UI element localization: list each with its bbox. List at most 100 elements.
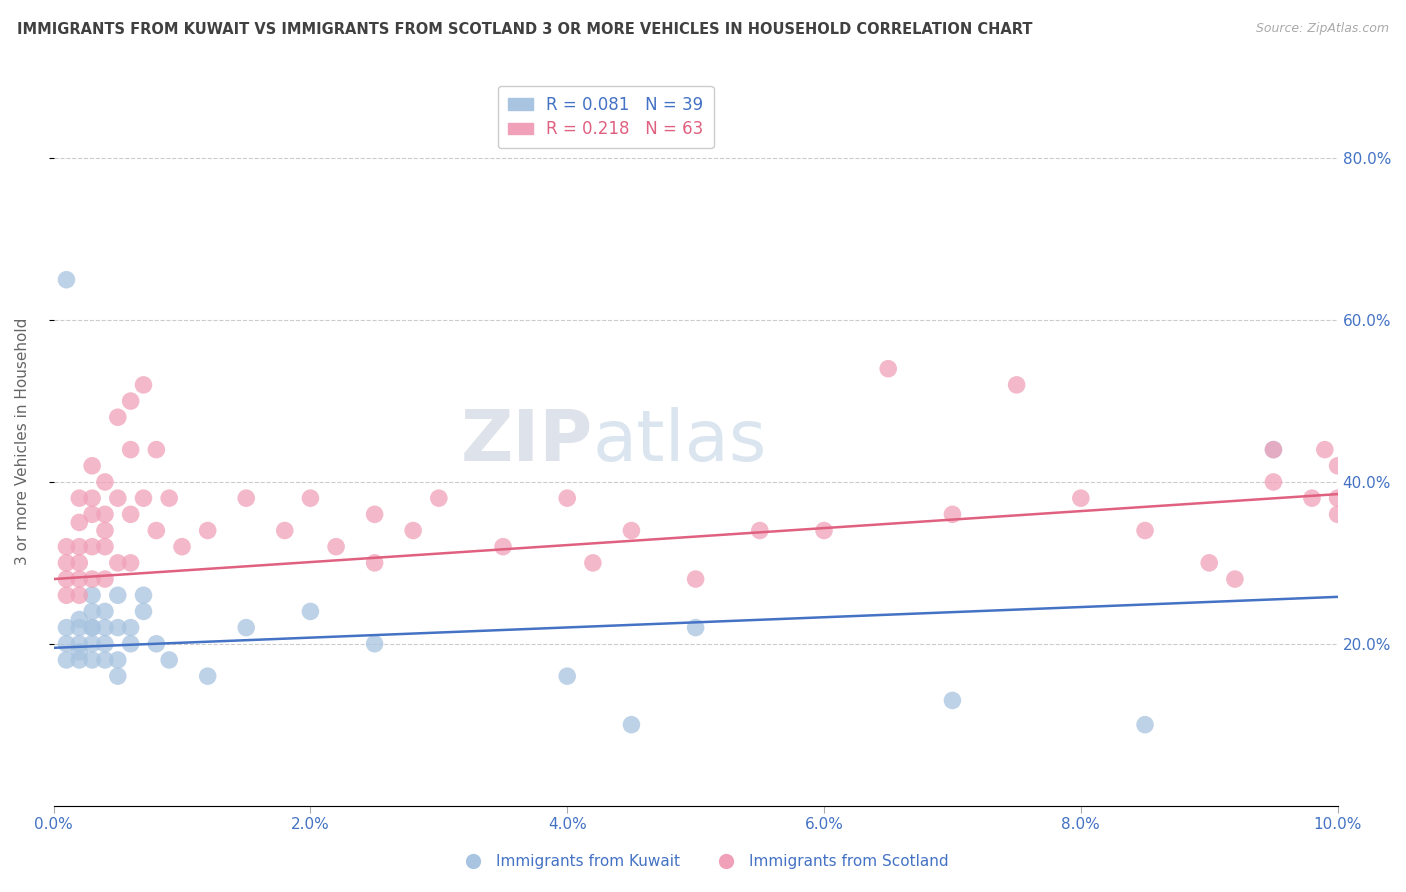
Point bbox=[170, 540, 193, 554]
Point bbox=[67, 556, 90, 570]
Point bbox=[55, 653, 77, 667]
Point bbox=[1005, 377, 1028, 392]
Point bbox=[1070, 491, 1092, 505]
Point bbox=[82, 604, 104, 618]
Point bbox=[877, 361, 900, 376]
Text: atlas: atlas bbox=[593, 407, 768, 476]
Point bbox=[94, 508, 117, 522]
Point bbox=[132, 588, 155, 602]
Point bbox=[120, 508, 142, 522]
Point bbox=[299, 604, 322, 618]
Point bbox=[94, 572, 117, 586]
Point bbox=[813, 524, 835, 538]
Text: ZIP: ZIP bbox=[461, 407, 593, 476]
Point bbox=[197, 669, 219, 683]
Point bbox=[82, 491, 104, 505]
Point bbox=[107, 653, 129, 667]
Point bbox=[67, 572, 90, 586]
Point bbox=[274, 524, 297, 538]
Point bbox=[55, 621, 77, 635]
Point bbox=[157, 491, 180, 505]
Point bbox=[55, 637, 77, 651]
Point bbox=[107, 588, 129, 602]
Point bbox=[748, 524, 770, 538]
Text: Source: ZipAtlas.com: Source: ZipAtlas.com bbox=[1256, 22, 1389, 36]
Point bbox=[120, 394, 142, 409]
Point bbox=[94, 524, 117, 538]
Point bbox=[685, 572, 707, 586]
Point bbox=[235, 621, 257, 635]
Point bbox=[94, 604, 117, 618]
Point bbox=[1198, 556, 1220, 570]
Point bbox=[55, 273, 77, 287]
Point bbox=[120, 621, 142, 635]
Point bbox=[1223, 572, 1246, 586]
Point bbox=[492, 540, 515, 554]
Point bbox=[82, 653, 104, 667]
Point bbox=[1326, 458, 1348, 473]
Legend: R = 0.081   N = 39, R = 0.218   N = 63: R = 0.081 N = 39, R = 0.218 N = 63 bbox=[498, 86, 713, 148]
Point bbox=[1313, 442, 1336, 457]
Point bbox=[82, 572, 104, 586]
Point bbox=[107, 669, 129, 683]
Point bbox=[1326, 508, 1348, 522]
Point bbox=[145, 637, 167, 651]
Point bbox=[55, 556, 77, 570]
Point bbox=[94, 621, 117, 635]
Point bbox=[55, 588, 77, 602]
Point bbox=[67, 621, 90, 635]
Point bbox=[82, 540, 104, 554]
Point bbox=[1263, 442, 1285, 457]
Point bbox=[1301, 491, 1323, 505]
Point bbox=[145, 442, 167, 457]
Point bbox=[157, 653, 180, 667]
Point bbox=[82, 637, 104, 651]
Point bbox=[67, 588, 90, 602]
Point bbox=[82, 588, 104, 602]
Point bbox=[67, 516, 90, 530]
Point bbox=[620, 717, 643, 731]
Point bbox=[82, 458, 104, 473]
Point bbox=[555, 491, 578, 505]
Point bbox=[363, 637, 385, 651]
Point bbox=[67, 645, 90, 659]
Point bbox=[132, 604, 155, 618]
Text: IMMIGRANTS FROM KUWAIT VS IMMIGRANTS FROM SCOTLAND 3 OR MORE VEHICLES IN HOUSEHO: IMMIGRANTS FROM KUWAIT VS IMMIGRANTS FRO… bbox=[17, 22, 1032, 37]
Point bbox=[67, 637, 90, 651]
Point bbox=[94, 653, 117, 667]
Point bbox=[402, 524, 425, 538]
Point bbox=[107, 556, 129, 570]
Point bbox=[685, 621, 707, 635]
Point bbox=[67, 491, 90, 505]
Point bbox=[620, 524, 643, 538]
Point bbox=[120, 556, 142, 570]
Point bbox=[107, 410, 129, 425]
Point bbox=[55, 572, 77, 586]
Point bbox=[941, 693, 963, 707]
Point bbox=[941, 508, 963, 522]
Point bbox=[363, 508, 385, 522]
Point bbox=[67, 540, 90, 554]
Point bbox=[132, 377, 155, 392]
Legend: Immigrants from Kuwait, Immigrants from Scotland: Immigrants from Kuwait, Immigrants from … bbox=[451, 848, 955, 875]
Point bbox=[325, 540, 347, 554]
Point bbox=[427, 491, 450, 505]
Point bbox=[582, 556, 605, 570]
Point bbox=[120, 637, 142, 651]
Point bbox=[82, 621, 104, 635]
Point bbox=[94, 540, 117, 554]
Point bbox=[1133, 717, 1156, 731]
Point bbox=[94, 637, 117, 651]
Point bbox=[67, 613, 90, 627]
Point bbox=[299, 491, 322, 505]
Point bbox=[235, 491, 257, 505]
Y-axis label: 3 or more Vehicles in Household: 3 or more Vehicles in Household bbox=[15, 318, 30, 566]
Point bbox=[1263, 475, 1285, 489]
Point bbox=[1133, 524, 1156, 538]
Point bbox=[197, 524, 219, 538]
Point bbox=[145, 524, 167, 538]
Point bbox=[120, 442, 142, 457]
Point bbox=[82, 621, 104, 635]
Point bbox=[82, 508, 104, 522]
Point bbox=[1326, 491, 1348, 505]
